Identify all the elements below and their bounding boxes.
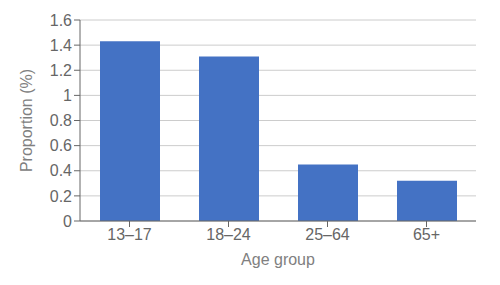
svg-text:13–17: 13–17: [107, 226, 152, 243]
svg-text:0: 0: [63, 213, 72, 230]
svg-text:0.8: 0.8: [50, 112, 72, 129]
svg-text:1: 1: [63, 87, 72, 104]
svg-text:0.6: 0.6: [50, 137, 72, 154]
svg-text:0.4: 0.4: [50, 162, 72, 179]
svg-text:0.2: 0.2: [50, 188, 72, 205]
svg-text:25–64: 25–64: [305, 226, 350, 243]
svg-text:65+: 65+: [413, 226, 440, 243]
svg-text:Age group: Age group: [241, 251, 315, 268]
svg-text:18–24: 18–24: [206, 226, 251, 243]
svg-text:1.2: 1.2: [50, 62, 72, 79]
svg-text:Proportion (%): Proportion (%): [18, 69, 35, 172]
svg-text:1.4: 1.4: [50, 37, 72, 54]
svg-text:1.6: 1.6: [50, 12, 72, 29]
